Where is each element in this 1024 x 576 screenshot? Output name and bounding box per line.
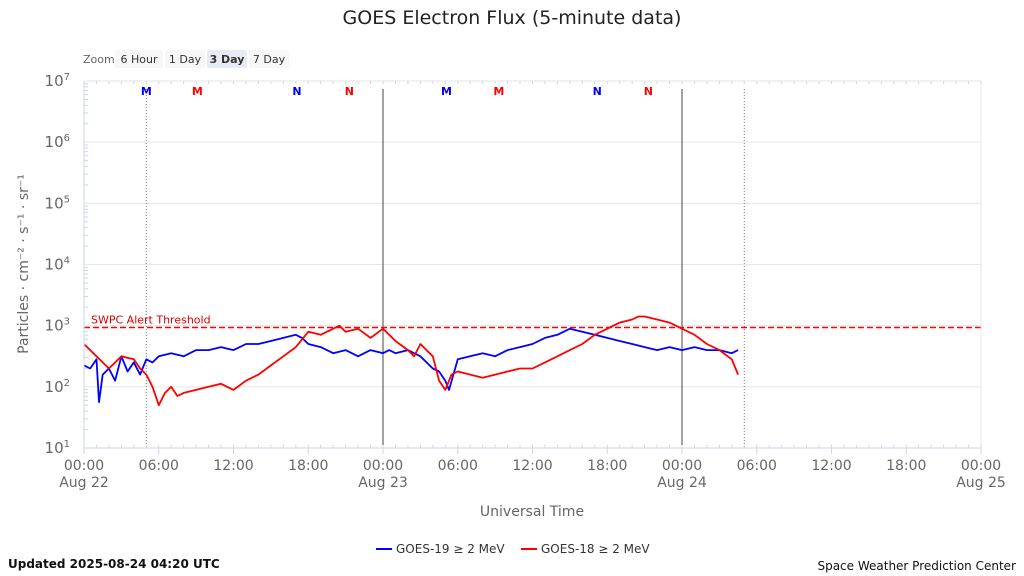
y-axis-ticks: 101 102 103 104 105 106 107 — [45, 72, 70, 457]
x-tick-time: 18:00 — [886, 458, 926, 474]
data-series — [83, 315, 739, 407]
mn-marker-label: M — [141, 85, 152, 98]
x-tick-date: Aug 24 — [657, 475, 707, 491]
x-tick-time: 00:00 — [961, 458, 1001, 474]
y-axis-title: Particles · cm⁻² · s⁻¹ · sr⁻¹ — [16, 174, 32, 354]
zoom-button-label: 6 Hour — [121, 53, 158, 66]
series-line-goes-18 — [83, 315, 739, 407]
zoom-button-6-hour[interactable]: 6 Hour — [115, 50, 163, 68]
zoom-button-label: 1 Day — [169, 53, 202, 66]
alert-threshold: SWPC Alert Threshold — [84, 314, 981, 329]
x-tick-time: 12:00 — [512, 458, 552, 474]
mn-marker-label: N — [292, 85, 301, 98]
x-tick-date: Aug 23 — [358, 475, 408, 491]
zoom-controls: Zoom 6 Hour 1 Day 3 Day 7 Day — [83, 50, 289, 68]
zoom-button-3-day[interactable]: 3 Day — [207, 50, 247, 68]
zoom-button-label: 3 Day — [210, 53, 245, 66]
x-tick-time: 00:00 — [363, 458, 403, 474]
x-tick-time: 18:00 — [288, 458, 328, 474]
y-tick-label: 106 — [45, 133, 70, 151]
x-tick-time: 06:00 — [139, 458, 179, 474]
x-tick-time: 18:00 — [587, 458, 627, 474]
x-tick-time: 06:00 — [438, 458, 478, 474]
mn-marker-label: M — [441, 85, 452, 98]
zoom-button-group: 6 Hour 1 Day 3 Day 7 Day — [115, 50, 289, 68]
x-tick-date: Aug 25 — [956, 475, 1006, 491]
y-tick-label: 107 — [45, 72, 70, 90]
zoom-button-bg — [115, 50, 163, 68]
x-axis-title: Universal Time — [480, 504, 584, 520]
x-tick-time: 00:00 — [64, 458, 104, 474]
series-line-goes-19 — [83, 327, 739, 404]
x-tick-time: 12:00 — [213, 458, 253, 474]
legend-item-label: GOES-18 ≥ 2 MeV — [541, 542, 650, 556]
y-tick-label: 101 — [45, 439, 70, 457]
legend-item-label: GOES-19 ≥ 2 MeV — [396, 542, 505, 556]
x-tick-time: 12:00 — [811, 458, 851, 474]
mn-marker-label: M — [192, 85, 203, 98]
x-tick-date: Aug 22 — [59, 475, 109, 491]
time-reference-lines — [145, 89, 745, 448]
zoom-button-7-day[interactable]: 7 Day — [249, 50, 289, 68]
zoom-button-bg — [249, 50, 289, 68]
legend: GOES-19 ≥ 2 MeV GOES-18 ≥ 2 MeV — [376, 542, 650, 556]
zoom-label: Zoom — [83, 53, 115, 66]
threshold-label: SWPC Alert Threshold — [91, 314, 211, 327]
updated-timestamp: Updated 2025-08-24 04:20 UTC — [8, 557, 220, 571]
mn-marker-label: N — [644, 85, 653, 98]
mn-marker-label: M — [493, 85, 504, 98]
zoom-button-label: 7 Day — [253, 53, 286, 66]
y-tick-label: 102 — [45, 378, 70, 396]
zoom-button-bg — [165, 50, 205, 68]
x-tick-time: 00:00 — [662, 458, 702, 474]
zoom-button-bg — [207, 50, 247, 68]
y-tick-label: 104 — [45, 256, 70, 274]
zoom-button-1-day[interactable]: 1 Day — [165, 50, 205, 68]
x-tick-time: 06:00 — [737, 458, 777, 474]
y-tick-label: 103 — [45, 317, 70, 335]
mn-marker-label: N — [593, 85, 602, 98]
credit-text: Space Weather Prediction Center — [817, 559, 1016, 573]
y-tick-label: 105 — [45, 194, 70, 212]
mn-marker-label: N — [345, 85, 354, 98]
chart-title: GOES Electron Flux (5-minute data) — [343, 7, 682, 29]
